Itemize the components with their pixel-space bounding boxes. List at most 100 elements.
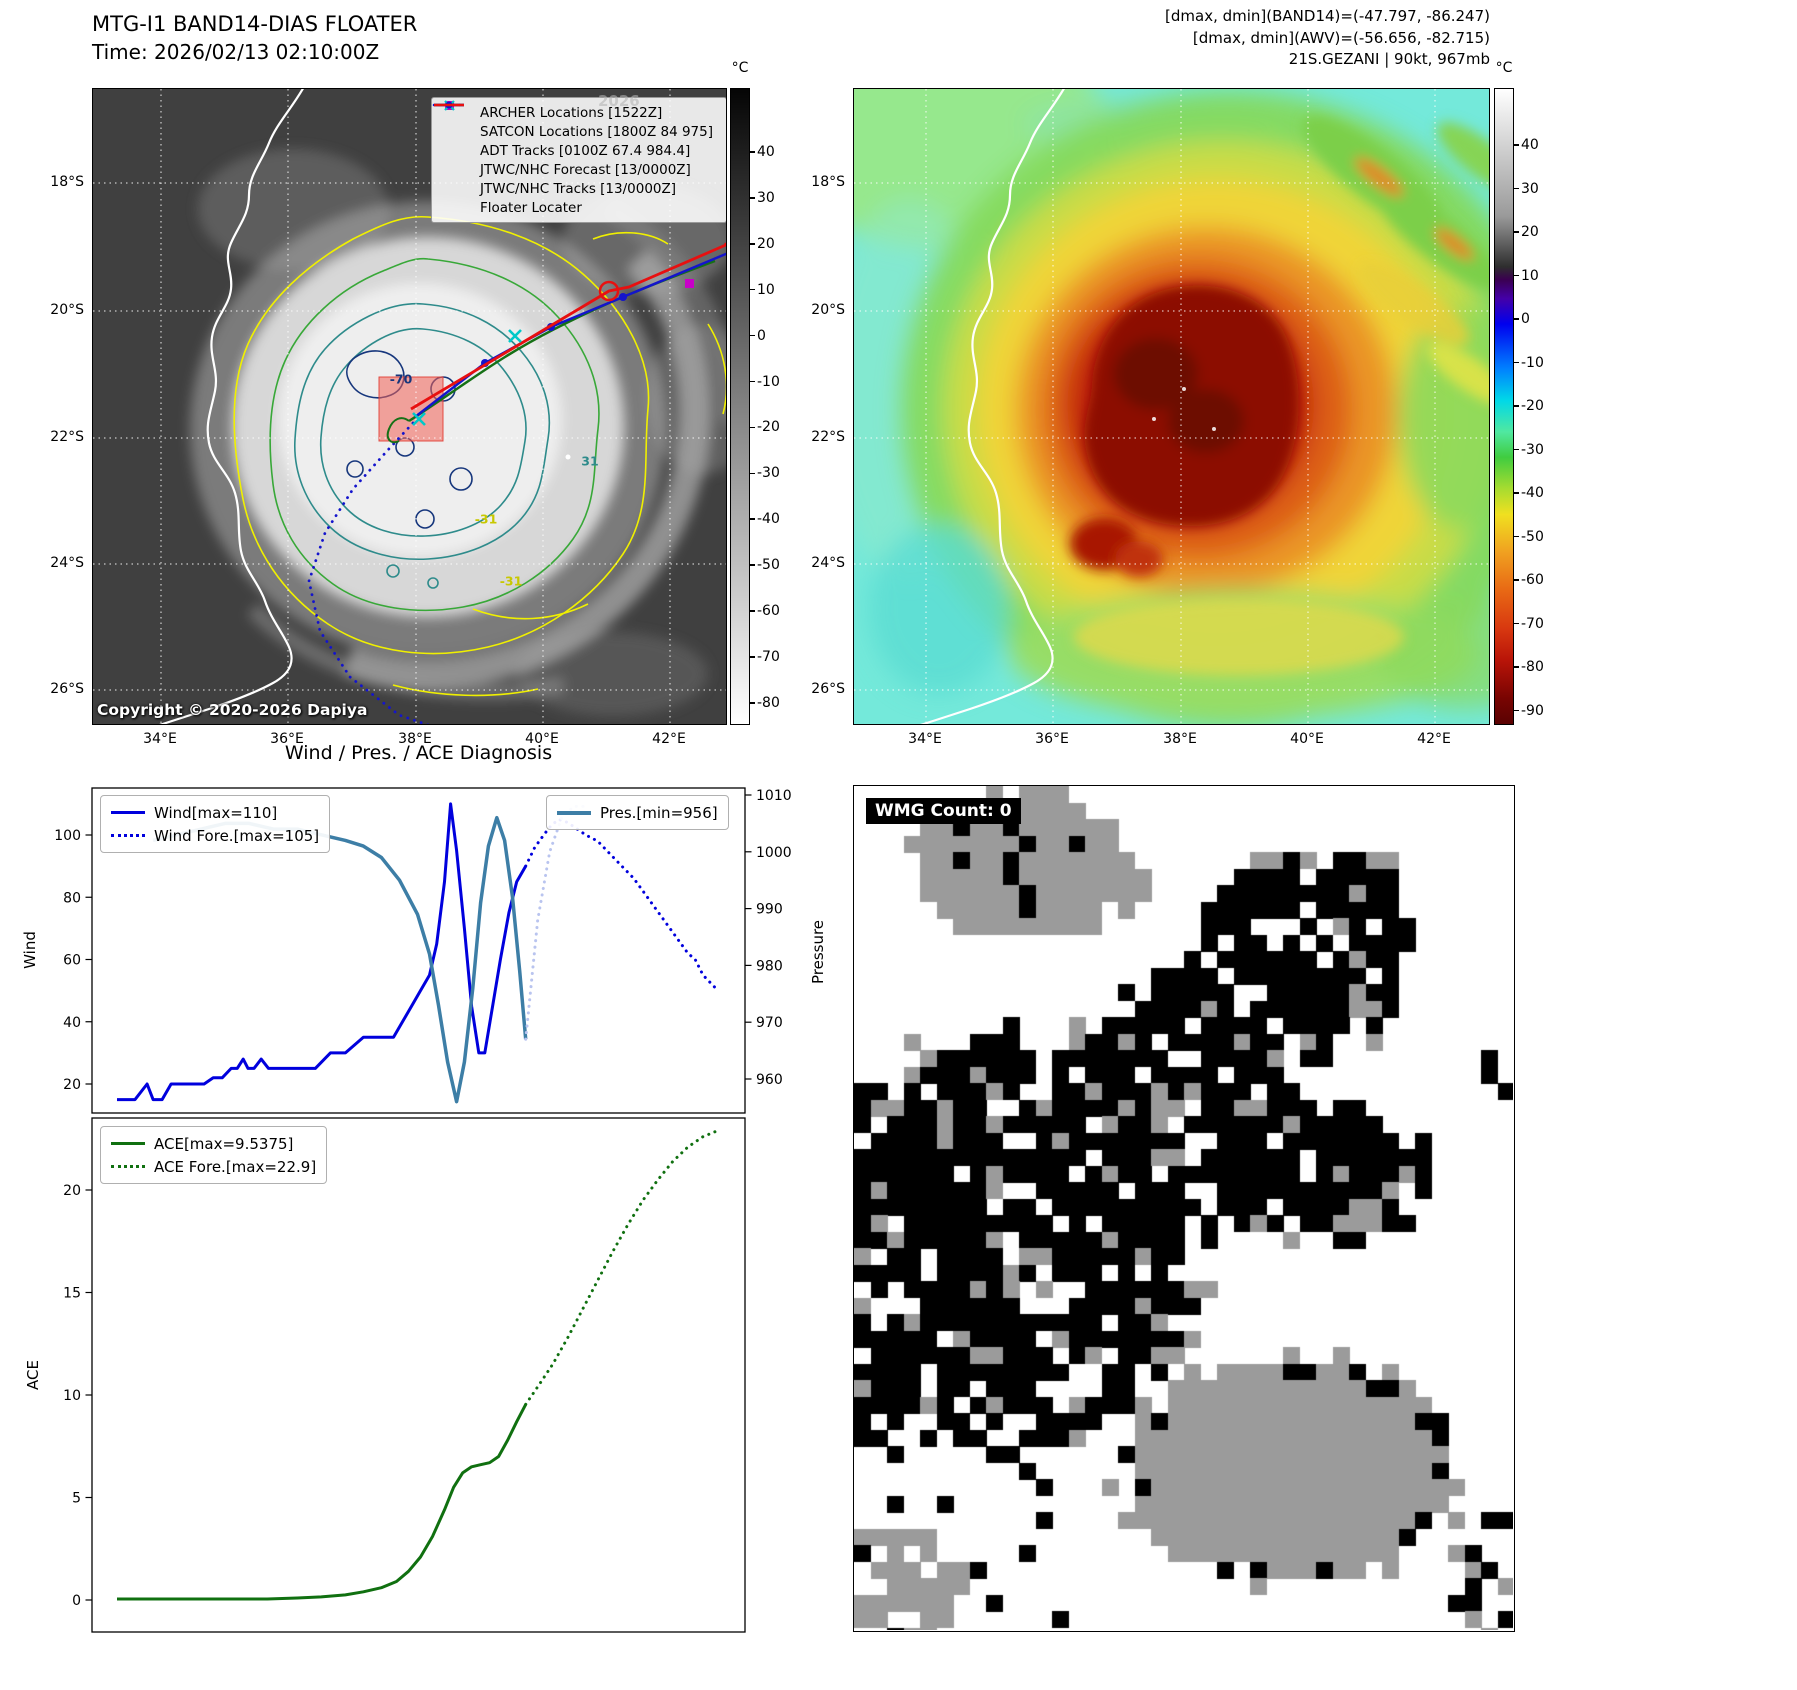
coastline-path: [920, 89, 1065, 724]
ace-legend-label: ACE[max=9.5375]: [154, 1134, 294, 1153]
lon-tick-label: 34°E: [908, 731, 942, 747]
colorbar-tick-label: -70: [1521, 615, 1544, 632]
colorbar-tickmark: [1514, 274, 1519, 277]
tick-label: 10: [63, 1388, 81, 1404]
band14-map-legend: ARCHER Locations [1522Z] SATCON Locations…: [431, 97, 726, 223]
coastline-path: [159, 89, 304, 724]
tick-label: 100: [54, 828, 81, 844]
colorbar-tickmark: [1514, 448, 1519, 451]
wind-line-glyph: [111, 811, 145, 814]
contour-label: -70: [389, 371, 413, 387]
legend-item-label: JTWC/NHC Tracks [13/0000Z]: [480, 180, 677, 197]
lat-tick-label: 22°S: [50, 429, 84, 445]
colorbar-tick-label: 0: [1521, 311, 1530, 327]
wmg-panel: WMG Count: 0: [853, 785, 1515, 1632]
tick-label: 970: [756, 1015, 783, 1031]
colorbar-tick-label: -50: [1521, 528, 1544, 545]
colorbar-tick-label: -60: [757, 603, 780, 619]
colorbar-tick-label: -50: [757, 557, 780, 574]
band14-colorbar: [730, 88, 750, 725]
tick-label: 1010: [756, 788, 792, 804]
colorbar-tick-label: -30: [1521, 441, 1544, 458]
tick-label: 960: [756, 1072, 783, 1088]
colorbar-tick-label: 40: [757, 144, 775, 160]
tick-label: 60: [63, 953, 81, 969]
colorbar-tickmark: [750, 151, 755, 153]
colorbar-tickmark: [750, 288, 755, 291]
band14-title: MTG-I1 BAND14-DIAS FLOATER: [92, 12, 418, 36]
colorbar-tickmark: [750, 243, 755, 245]
legend-item: JTWC/NHC Forecast [13/0000Z]: [432, 103, 718, 179]
colorbar-tick-label: 30: [1521, 180, 1539, 197]
lon-tick-label: 34°E: [143, 731, 177, 747]
awv-storm-core: [1070, 116, 1489, 675]
colorbar-tickmark: [750, 702, 755, 704]
colorbar-tickmark: [750, 197, 755, 199]
tick-label: 990: [756, 902, 783, 918]
jtwc-forecast-track: [307, 421, 430, 724]
awv-colorbar-unit: °C: [1495, 60, 1513, 76]
pressure-legend-label: Pres.[min=956]: [600, 803, 718, 822]
band14-time: Time: 2026/02/13 02:10:00Z: [92, 40, 380, 64]
legend-item-label: ADT Tracks [0100Z 67.4 984.4]: [480, 142, 691, 159]
colorbar-tick-label: 20: [1521, 224, 1539, 240]
lat-tick-label: 26°S: [50, 681, 84, 697]
ace-fore-line-glyph: [111, 1165, 145, 1168]
lat-tick-label: 22°S: [811, 429, 845, 445]
colorbar-tickmark: [750, 472, 755, 475]
colorbar-tick-label: -40: [1521, 485, 1544, 501]
legend-item: SATCON Locations [1800Z 84 975]: [440, 100, 718, 141]
colorbar-tickmark: [1514, 231, 1519, 233]
pressure-axis-label: Pressure: [809, 919, 827, 985]
contour-label: -31: [499, 573, 523, 589]
wind-fore-legend-label: Wind Fore.[max=105]: [154, 826, 320, 845]
colorbar-tick-label: 10: [757, 281, 775, 298]
ace-line-glyph: [111, 1142, 145, 1145]
watermark-text: 2026: [598, 92, 640, 110]
wmg-pixel-image: [854, 786, 1513, 1630]
colorbar-tick-label: 0: [757, 327, 766, 344]
wind-axis-label: Wind: [21, 931, 39, 969]
tick-label: 0: [72, 1593, 81, 1609]
colorbar-tickmark: [750, 564, 755, 566]
colorbar-tick-label: -70: [757, 648, 780, 665]
lat-tick-label: 24°S: [811, 555, 845, 571]
colorbar-tickmark: [750, 334, 755, 337]
colorbar-tickmark: [1514, 535, 1519, 538]
awv-colorbar: [1494, 88, 1514, 725]
band14-colorbar-unit: °C: [731, 60, 749, 76]
lat-tick-label: 20°S: [811, 302, 845, 318]
lon-tick-label: 38°E: [1163, 731, 1197, 747]
copyright-text: Copyright © 2020-2026 Dapiya: [97, 701, 368, 719]
colorbar-tick-label: 20: [757, 235, 775, 252]
tick-label: 15: [63, 1286, 81, 1302]
legend-item-label: SATCON Locations [1800Z 84 975]: [480, 123, 713, 140]
wmg-count-label: WMG Count: 0: [866, 798, 1021, 824]
awv-satellite-image: [854, 89, 1489, 724]
pressure-line-glyph: [557, 810, 591, 815]
awv-header-line: 21S.GEZANI | 90kt, 967mb: [1288, 50, 1490, 68]
archer-marker: [685, 279, 694, 288]
contour-label: 31: [581, 453, 599, 469]
lat-tick-label: 20°S: [50, 302, 84, 318]
colorbar-tickmark: [1514, 187, 1519, 190]
awv-header-line: [dmax, dmin](BAND14)=(-47.797, -86.247): [1165, 7, 1490, 25]
tick-label: 20: [63, 1077, 81, 1093]
ace-legend: ACE[max=9.5375] ACE Fore.[max=22.9]: [100, 1126, 328, 1184]
track-lines: [307, 242, 726, 724]
colorbar-tickmark: [750, 610, 755, 612]
lon-tick-label: 40°E: [1290, 731, 1324, 747]
colorbar-tickmark: [750, 426, 755, 429]
tick-label: 5: [72, 1491, 81, 1507]
lon-tick-label: 40°E: [525, 731, 559, 747]
lat-tick-label: 18°S: [50, 174, 84, 190]
ace-fore-legend-label: ACE Fore.[max=22.9]: [154, 1157, 317, 1176]
satcon-marker: [412, 412, 426, 426]
lon-tick-label: 38°E: [398, 731, 432, 747]
legend-item: ADT Tracks [0100Z 67.4 984.4]: [434, 103, 718, 160]
colorbar-tickmark: [1514, 579, 1519, 581]
lon-tick-label: 42°E: [1417, 731, 1451, 747]
colorbar-tick-label: 10: [1521, 267, 1539, 284]
lat-tick-label: 24°S: [50, 555, 84, 571]
